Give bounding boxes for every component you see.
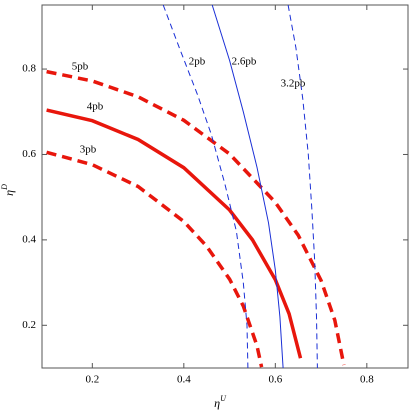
contour-line (46, 69, 346, 366)
y-axis-label: ηD (0, 184, 16, 196)
y-tick-label: 0.6 (22, 148, 36, 160)
contour-line (287, 4, 318, 369)
series-label: 4pb (87, 101, 104, 113)
y-tick-label: 0.2 (22, 319, 36, 331)
x-tick-label: 0.2 (85, 374, 99, 386)
series-label: 3.2pb (281, 78, 306, 90)
x-tick-label: 0.8 (360, 374, 374, 386)
x-label-sup: U (220, 394, 227, 403)
y-tick-label: 0.4 (22, 233, 36, 245)
contour-line (211, 4, 284, 369)
x-axis-label: ηU (214, 394, 227, 410)
y-tick-label: 0.8 (22, 63, 36, 75)
contour-line (46, 108, 303, 359)
contour-line (46, 150, 264, 368)
series-label: 2.6pb (232, 56, 257, 68)
y-label-sup: D (0, 184, 9, 191)
y-label-base: η (2, 190, 16, 196)
plot-frame (41, 4, 409, 369)
series-label: 2pb (189, 56, 206, 68)
x-label-base: η (214, 396, 220, 410)
series-label: 5pb (72, 61, 89, 73)
contour-line (162, 4, 249, 369)
x-tick-label: 0.4 (177, 374, 191, 386)
series-label: 3pb (80, 144, 97, 156)
x-tick-label: 0.6 (268, 374, 282, 386)
